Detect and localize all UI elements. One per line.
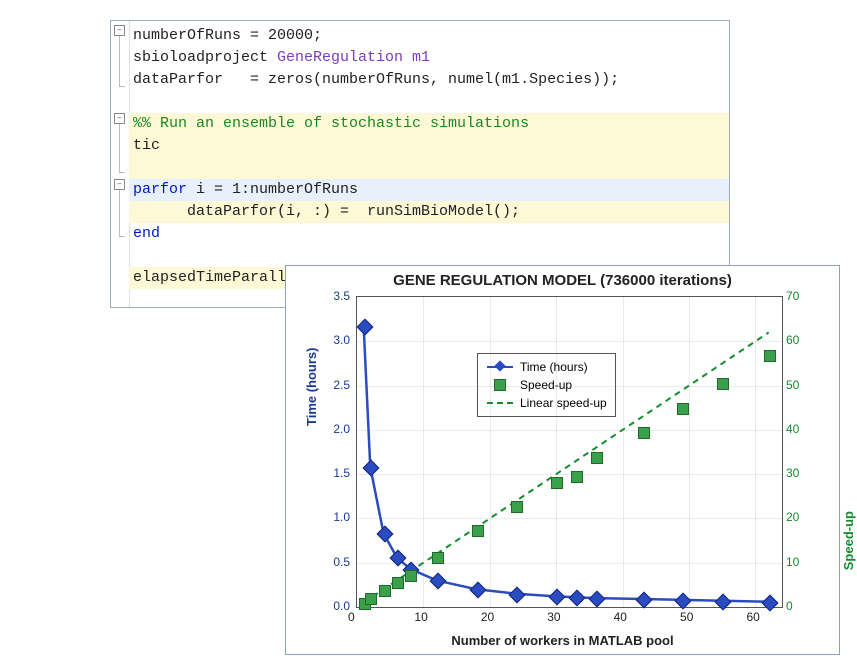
speed-marker — [472, 525, 484, 537]
x-tick: 40 — [614, 610, 627, 624]
y-tick: 3.0 — [333, 333, 350, 347]
y2-tick: 20 — [786, 510, 799, 524]
y2-tick: 50 — [786, 378, 799, 392]
code-line: numberOfRuns = 20000; — [129, 25, 729, 47]
plot-svg — [357, 297, 782, 607]
speed-marker — [764, 350, 776, 362]
speed-marker — [379, 585, 391, 597]
x-axis-label: Number of workers in MATLAB pool — [286, 633, 839, 648]
code-line: sbioloadproject GeneRegulation m1 — [129, 47, 729, 69]
editor-gutter: – – – — [111, 21, 130, 307]
y2-tick: 30 — [786, 466, 799, 480]
fold-icon[interactable]: – — [114, 25, 125, 36]
y2-tick: 0 — [786, 599, 793, 613]
y2-tick: 10 — [786, 555, 799, 569]
y-tick: 2.5 — [333, 378, 350, 392]
code-line: dataParfor = zeros(numberOfRuns, numel(m… — [129, 69, 729, 91]
speed-marker — [638, 427, 650, 439]
y-tick: 0.0 — [333, 599, 350, 613]
code-line: dataParfor(i, :) = runSimBioModel(); — [129, 201, 729, 223]
speed-marker — [392, 577, 404, 589]
y-tick: 2.0 — [333, 422, 350, 436]
fold-icon[interactable]: – — [114, 179, 125, 190]
y-tick: 3.5 — [333, 289, 350, 303]
code-line: parfor i = 1:numberOfRuns — [129, 179, 729, 201]
speed-marker — [571, 471, 583, 483]
legend-row: Time (hours) — [486, 358, 607, 376]
speed-marker — [591, 452, 603, 464]
speed-marker — [365, 593, 377, 605]
y-tick: 0.5 — [333, 555, 350, 569]
y-tick: 1.0 — [333, 510, 350, 524]
legend-row: Linear speed-up — [486, 394, 607, 412]
code-line: tic — [129, 135, 729, 157]
y2-tick: 60 — [786, 333, 799, 347]
x-tick: 50 — [680, 610, 693, 624]
speed-marker — [511, 501, 523, 513]
fold-icon[interactable]: – — [114, 113, 125, 124]
legend-label: Linear speed-up — [520, 396, 607, 410]
speed-marker — [432, 552, 444, 564]
y2-axis-label: Speed-up — [841, 511, 856, 570]
code-line — [129, 91, 729, 113]
code-line — [129, 157, 729, 179]
y2-tick: 40 — [786, 422, 799, 436]
x-tick: 20 — [481, 610, 494, 624]
x-tick: 30 — [547, 610, 560, 624]
y-tick: 1.5 — [333, 466, 350, 480]
code-line: end — [129, 223, 729, 245]
chart-panel: GENE REGULATION MODEL (736000 iterations… — [285, 265, 840, 655]
y2-tick: 70 — [786, 289, 799, 303]
y-axis-label: Time (hours) — [304, 348, 319, 427]
code-line — [129, 245, 729, 267]
speed-marker — [677, 403, 689, 415]
chart-title: GENE REGULATION MODEL (736000 iterations… — [286, 272, 839, 289]
x-tick: 60 — [746, 610, 759, 624]
legend-label: Time (hours) — [520, 360, 588, 374]
code-line: %% Run an ensemble of stochastic simulat… — [129, 113, 729, 135]
speed-marker — [717, 378, 729, 390]
speed-marker — [405, 570, 417, 582]
x-tick: 10 — [414, 610, 427, 624]
speed-marker — [551, 477, 563, 489]
plot-area: Time (hours) Speed-up Linear speed-up — [356, 296, 783, 608]
